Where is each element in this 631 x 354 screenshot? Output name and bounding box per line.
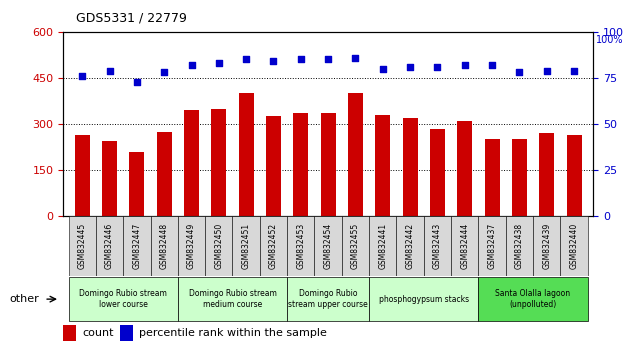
- Bar: [505, 216, 533, 276]
- Text: count: count: [82, 328, 114, 338]
- Point: [187, 62, 197, 68]
- Bar: [211, 109, 227, 216]
- Bar: [239, 93, 254, 216]
- Text: GSM832447: GSM832447: [133, 223, 141, 269]
- Point: [105, 68, 115, 73]
- Point: [77, 73, 87, 79]
- Bar: [314, 216, 342, 276]
- Bar: [430, 129, 445, 216]
- Text: GSM832440: GSM832440: [570, 223, 579, 269]
- Point: [569, 68, 579, 73]
- Text: Domingo Rubio stream
lower course: Domingo Rubio stream lower course: [80, 290, 167, 309]
- Point: [541, 68, 551, 73]
- Text: GSM832445: GSM832445: [78, 223, 86, 269]
- Text: GSM832454: GSM832454: [324, 223, 333, 269]
- Point: [405, 64, 415, 70]
- Bar: [123, 216, 151, 276]
- Bar: [184, 110, 199, 216]
- Bar: [451, 216, 478, 276]
- Text: GDS5331 / 22779: GDS5331 / 22779: [76, 12, 187, 25]
- Text: percentile rank within the sample: percentile rank within the sample: [139, 328, 327, 338]
- Bar: [512, 139, 527, 216]
- Bar: [293, 113, 309, 216]
- Text: GSM832444: GSM832444: [460, 223, 469, 269]
- Bar: [321, 113, 336, 216]
- Bar: [369, 216, 396, 276]
- Bar: [560, 216, 587, 276]
- Bar: [424, 216, 451, 276]
- Point: [350, 55, 360, 61]
- Bar: [151, 216, 178, 276]
- Bar: [232, 216, 260, 276]
- Bar: [403, 118, 418, 216]
- Bar: [69, 277, 178, 321]
- Bar: [129, 152, 144, 216]
- Bar: [74, 135, 90, 216]
- Point: [514, 69, 524, 75]
- Bar: [287, 277, 369, 321]
- Text: Santa Olalla lagoon
(unpolluted): Santa Olalla lagoon (unpolluted): [495, 290, 570, 309]
- Text: GSM832438: GSM832438: [515, 223, 524, 269]
- Bar: [478, 216, 505, 276]
- Point: [132, 79, 142, 84]
- Text: Domingo Rubio stream
medium course: Domingo Rubio stream medium course: [189, 290, 276, 309]
- Point: [459, 62, 469, 68]
- Text: GSM832437: GSM832437: [488, 223, 497, 269]
- Bar: [369, 277, 478, 321]
- Point: [214, 60, 224, 66]
- Bar: [205, 216, 232, 276]
- Text: GSM832448: GSM832448: [160, 223, 168, 269]
- Text: 100%: 100%: [596, 35, 624, 45]
- Bar: [375, 115, 391, 216]
- Text: GSM832443: GSM832443: [433, 223, 442, 269]
- Text: GSM832439: GSM832439: [542, 223, 551, 269]
- Bar: [348, 93, 363, 216]
- Bar: [533, 216, 560, 276]
- Bar: [287, 216, 314, 276]
- Text: GSM832451: GSM832451: [242, 223, 251, 269]
- Text: GSM832442: GSM832442: [406, 223, 415, 269]
- Point: [487, 62, 497, 68]
- Bar: [63, 325, 76, 341]
- Text: GSM832441: GSM832441: [378, 223, 387, 269]
- Text: phosphogypsum stacks: phosphogypsum stacks: [379, 295, 469, 304]
- Text: GSM832455: GSM832455: [351, 223, 360, 269]
- Bar: [178, 216, 205, 276]
- Bar: [178, 277, 287, 321]
- Point: [268, 58, 278, 64]
- Bar: [266, 116, 281, 216]
- Text: GSM832450: GSM832450: [215, 223, 223, 269]
- Point: [159, 69, 169, 75]
- Point: [241, 57, 251, 62]
- Bar: [457, 121, 472, 216]
- Bar: [96, 216, 123, 276]
- Bar: [260, 216, 287, 276]
- Point: [378, 66, 388, 72]
- Bar: [396, 216, 424, 276]
- Bar: [156, 132, 172, 216]
- Text: GSM832453: GSM832453: [297, 223, 305, 269]
- Text: GSM832446: GSM832446: [105, 223, 114, 269]
- Bar: [485, 139, 500, 216]
- Point: [432, 64, 442, 70]
- Bar: [567, 135, 582, 216]
- Text: GSM832452: GSM832452: [269, 223, 278, 269]
- Bar: [120, 325, 133, 341]
- Point: [296, 57, 306, 62]
- Text: other: other: [9, 294, 39, 304]
- Bar: [539, 133, 554, 216]
- Bar: [478, 277, 587, 321]
- Text: Domingo Rubio
stream upper course: Domingo Rubio stream upper course: [288, 290, 368, 309]
- Text: GSM832449: GSM832449: [187, 223, 196, 269]
- Point: [323, 57, 333, 62]
- Bar: [102, 141, 117, 216]
- Bar: [342, 216, 369, 276]
- Bar: [69, 216, 96, 276]
